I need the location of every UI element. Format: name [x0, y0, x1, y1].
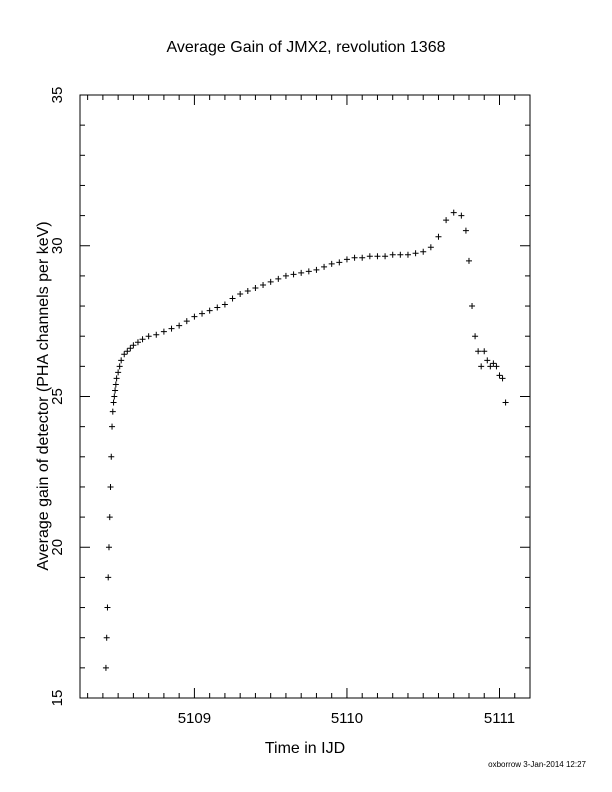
data-point [112, 387, 119, 394]
data-point [465, 257, 472, 264]
data-point [469, 303, 476, 310]
data-point [237, 290, 244, 297]
data-point [267, 278, 274, 285]
data-point [134, 339, 141, 346]
data-point [493, 363, 500, 370]
x-tick-label-5111: 5111 [484, 710, 515, 727]
data-point [168, 325, 175, 332]
data-point [490, 360, 497, 367]
x-axis: 5109 5110 5111 [87, 95, 516, 727]
data-point [111, 393, 118, 400]
data-point [427, 244, 434, 251]
data-point [389, 251, 396, 258]
data-point [481, 348, 488, 355]
data-point [109, 408, 116, 415]
data-point [118, 357, 125, 364]
data-point [275, 275, 282, 282]
y-tick-label-20: 20 [49, 539, 66, 556]
data-point [183, 318, 190, 325]
data-point [103, 634, 110, 641]
data-point [145, 333, 152, 340]
data-point [282, 272, 289, 279]
data-point [374, 253, 381, 260]
data-point [199, 310, 206, 317]
data-point [244, 287, 251, 294]
data-point [127, 345, 134, 352]
data-point [343, 256, 350, 263]
y-tick-label-25: 25 [49, 388, 66, 405]
data-point [478, 363, 485, 370]
data-point [252, 284, 259, 291]
data-point [102, 664, 109, 671]
data-point [412, 250, 419, 257]
data-point [475, 348, 482, 355]
data-point [191, 313, 198, 320]
data-point [328, 260, 335, 267]
data-point [366, 253, 373, 260]
data-point [290, 271, 297, 278]
data-point [139, 336, 146, 343]
x-axis-label: Time in IJD [265, 740, 345, 757]
footer-annotation: oxborrow 3-Jan-2014 12:27 [488, 760, 586, 769]
data-point [115, 369, 122, 376]
x-tick-label-5110: 5110 [331, 710, 363, 727]
plot-frame [79, 94, 531, 699]
data-point [176, 322, 183, 329]
data-point [107, 483, 114, 490]
data-point [260, 281, 267, 288]
data-point [359, 254, 366, 261]
y-tick-label-30: 30 [49, 237, 66, 254]
y-axis: 15 20 25 30 35 [49, 87, 530, 707]
data-point [499, 375, 506, 382]
data-point [160, 328, 167, 335]
data-point [105, 544, 112, 551]
data-point [462, 227, 469, 234]
data-points [102, 209, 509, 671]
y-axis-label: Average gain of detector (PHA channels p… [35, 221, 52, 570]
data-point [336, 259, 343, 266]
data-point [450, 209, 457, 216]
data-point [121, 351, 128, 358]
data-point [487, 363, 494, 370]
data-point [214, 304, 221, 311]
data-point [472, 333, 479, 340]
data-point [298, 269, 305, 276]
data-point [404, 251, 411, 258]
data-point [435, 233, 442, 240]
data-point [106, 514, 113, 521]
x-tick-label-5109: 5109 [178, 710, 211, 727]
chart-title: Average Gain of JMX2, revolution 1368 [167, 39, 446, 56]
data-point [484, 357, 491, 364]
data-point [420, 248, 427, 255]
data-point [397, 251, 404, 258]
data-point [108, 453, 115, 460]
y-tick-label-15: 15 [49, 690, 66, 707]
data-point [321, 263, 328, 270]
data-point [112, 381, 119, 388]
data-point [382, 253, 389, 260]
data-point [458, 212, 465, 219]
data-point [229, 295, 236, 302]
data-point [496, 372, 503, 379]
data-point [130, 342, 137, 349]
data-point [105, 574, 112, 581]
data-point [313, 266, 320, 273]
data-point [104, 604, 111, 611]
data-point [124, 348, 131, 355]
data-point [113, 375, 120, 382]
data-point [305, 268, 312, 275]
data-point [351, 254, 358, 261]
data-point [109, 423, 116, 430]
data-point [221, 301, 228, 308]
data-point [116, 363, 123, 370]
data-point [206, 307, 213, 314]
data-point [110, 399, 117, 406]
y-tick-label-35: 35 [49, 87, 66, 104]
data-point [443, 217, 450, 224]
data-point [153, 331, 160, 338]
data-point [502, 399, 509, 406]
